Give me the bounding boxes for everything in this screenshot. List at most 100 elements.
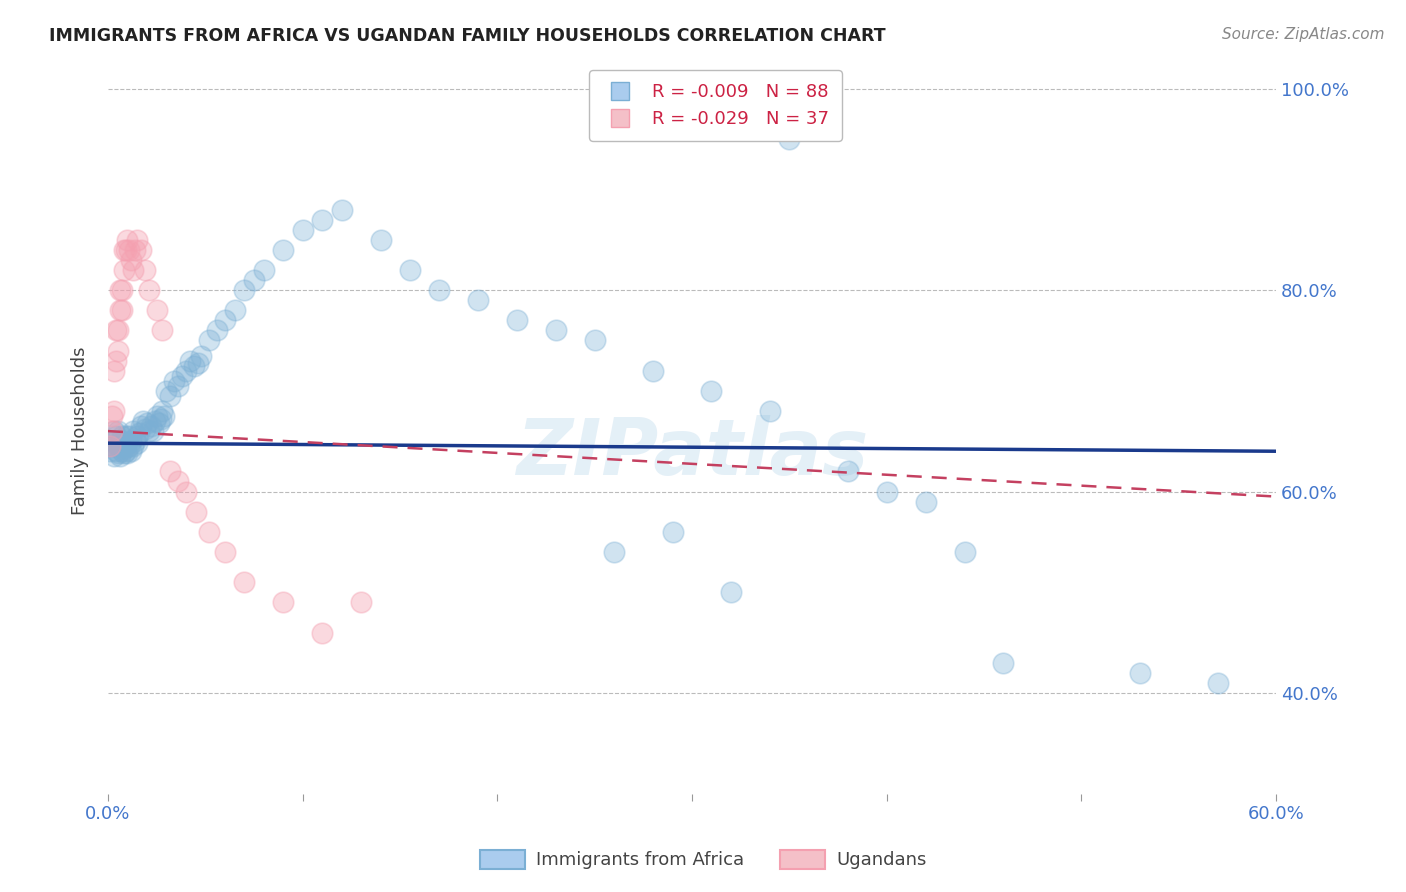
Point xyxy=(544,323,567,337)
Point xyxy=(110,283,132,297)
Legend: R = -0.009   N = 88, R = -0.029   N = 37: R = -0.009 N = 88, R = -0.029 N = 37 xyxy=(589,70,842,141)
Point xyxy=(110,303,132,318)
Point xyxy=(108,450,131,464)
Point xyxy=(103,434,125,449)
Point xyxy=(104,444,127,458)
Point xyxy=(224,303,246,318)
Point xyxy=(163,374,186,388)
Point xyxy=(159,464,181,478)
Point xyxy=(153,409,176,423)
Point xyxy=(837,464,859,478)
Point xyxy=(720,585,742,599)
Point xyxy=(291,222,314,236)
Text: Source: ZipAtlas.com: Source: ZipAtlas.com xyxy=(1222,27,1385,42)
Point xyxy=(174,364,197,378)
Point xyxy=(117,436,139,450)
Point xyxy=(506,313,529,327)
Point xyxy=(124,243,146,257)
Point xyxy=(148,416,170,430)
Point xyxy=(108,303,131,318)
Point xyxy=(108,283,131,297)
Point xyxy=(243,273,266,287)
Point xyxy=(603,545,626,559)
Point xyxy=(143,414,166,428)
Point xyxy=(107,446,129,460)
Point xyxy=(253,263,276,277)
Point xyxy=(350,595,373,609)
Point xyxy=(370,233,392,247)
Point xyxy=(110,444,132,458)
Point xyxy=(118,439,141,453)
Point xyxy=(159,389,181,403)
Point xyxy=(174,484,197,499)
Point xyxy=(583,334,606,348)
Point xyxy=(103,404,125,418)
Point xyxy=(118,429,141,443)
Point xyxy=(186,356,208,370)
Point xyxy=(122,263,145,277)
Text: ZIPatlas: ZIPatlas xyxy=(516,415,868,491)
Point xyxy=(104,323,127,337)
Point xyxy=(233,575,256,590)
Point xyxy=(876,484,898,499)
Point xyxy=(1206,676,1229,690)
Point xyxy=(107,439,129,453)
Point xyxy=(152,404,174,418)
Point xyxy=(117,446,139,460)
Point xyxy=(271,595,294,609)
Point xyxy=(112,434,135,449)
Point xyxy=(127,233,149,247)
Point xyxy=(214,313,236,327)
Point xyxy=(759,404,782,418)
Point xyxy=(205,323,228,337)
Point xyxy=(145,409,167,423)
Point xyxy=(110,439,132,453)
Legend: Immigrants from Africa, Ugandans: Immigrants from Africa, Ugandans xyxy=(471,841,935,879)
Point xyxy=(114,429,136,443)
Point xyxy=(142,424,165,438)
Point xyxy=(170,368,193,383)
Point xyxy=(149,412,172,426)
Point xyxy=(155,384,177,398)
Point xyxy=(914,494,936,508)
Point xyxy=(145,303,167,318)
Point xyxy=(179,353,201,368)
Point xyxy=(112,441,135,455)
Point xyxy=(132,414,155,428)
Point xyxy=(214,545,236,559)
Point xyxy=(101,434,124,449)
Point xyxy=(98,439,121,453)
Point xyxy=(120,444,142,458)
Point xyxy=(103,364,125,378)
Point xyxy=(124,434,146,449)
Point xyxy=(134,422,156,436)
Point xyxy=(112,243,135,257)
Point xyxy=(183,359,205,373)
Point xyxy=(467,293,489,308)
Point xyxy=(127,429,149,443)
Point xyxy=(330,202,353,217)
Point xyxy=(427,283,450,297)
Point xyxy=(198,524,221,539)
Point xyxy=(112,263,135,277)
Point xyxy=(138,424,160,438)
Point xyxy=(103,424,125,438)
Point xyxy=(129,243,152,257)
Text: IMMIGRANTS FROM AFRICA VS UGANDAN FAMILY HOUSEHOLDS CORRELATION CHART: IMMIGRANTS FROM AFRICA VS UGANDAN FAMILY… xyxy=(49,27,886,45)
Point xyxy=(311,212,333,227)
Point xyxy=(127,436,149,450)
Point xyxy=(167,378,190,392)
Point xyxy=(103,450,125,464)
Point xyxy=(641,364,664,378)
Point xyxy=(128,426,150,441)
Point xyxy=(107,424,129,438)
Point xyxy=(661,524,683,539)
Point xyxy=(101,439,124,453)
Point xyxy=(114,243,136,257)
Point xyxy=(108,434,131,449)
Point xyxy=(1129,665,1152,680)
Point xyxy=(233,283,256,297)
Point xyxy=(190,349,212,363)
Point xyxy=(167,475,190,489)
Point xyxy=(700,384,723,398)
